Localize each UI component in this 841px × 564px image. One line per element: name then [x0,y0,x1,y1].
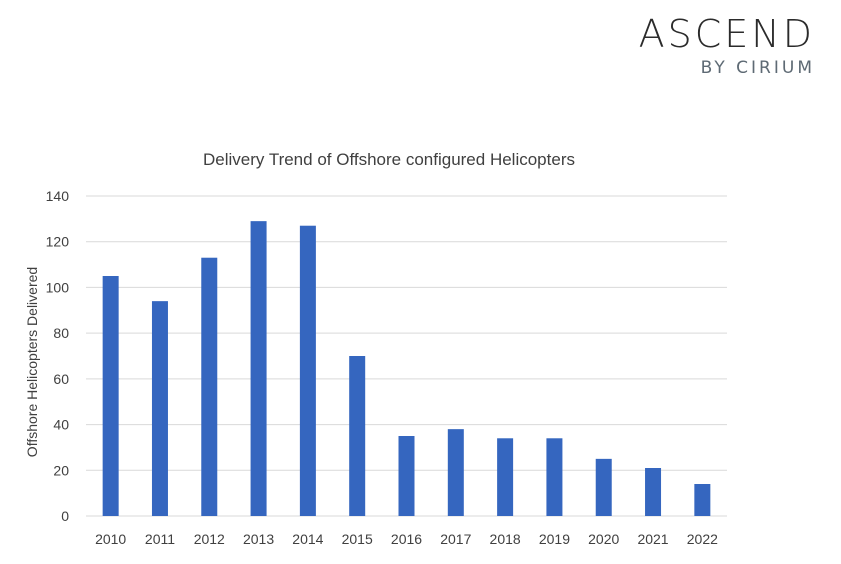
y-tick-label: 140 [46,188,70,204]
x-tick-label: 2017 [440,531,471,547]
bar-2020 [595,458,612,516]
logo-tagline: BY CIRIUM [700,58,815,78]
y-tick-label: 40 [53,417,69,433]
x-tick-label: 2016 [391,531,422,547]
x-tick-label: 2022 [687,531,718,547]
x-tick-labels: 2010 2011 2012 2013 2014 2015 2016 2017 2018 2019… [95,531,718,547]
x-tick-label: 2012 [194,531,225,547]
y-tick-labels: 0 20 40 60 80 100 120 140 [46,188,70,524]
logo-wordmark: ASCEND [638,12,815,56]
y-tick-label: 0 [61,508,69,524]
bar-2012 [201,257,218,516]
x-tick-label: 2010 [95,531,126,547]
bar-2015 [349,356,366,516]
x-tick-label: 2019 [539,531,570,547]
chart-title: Delivery Trend of Offshore configured He… [203,150,575,169]
bars [102,221,711,516]
x-tick-label: 2014 [292,531,323,547]
x-tick-label: 2011 [145,531,175,547]
bar-2014 [299,225,316,516]
bar-2011 [151,301,168,516]
x-tick-label: 2020 [588,531,619,547]
bar-2019 [546,438,563,516]
y-axis-label: Offshore Helicopters Delivered [24,267,40,457]
x-tick-label: 2021 [637,531,668,547]
y-tick-label: 20 [53,462,69,478]
bar-2016 [398,436,415,516]
y-tick-label: 60 [53,371,69,387]
bar-2017 [447,429,464,516]
x-tick-label: 2013 [243,531,274,547]
bar-2021 [645,468,662,516]
bar-2010 [102,276,119,516]
y-tick-label: 100 [46,279,70,295]
y-tick-label: 120 [46,234,70,250]
bar-2013 [250,221,267,516]
x-tick-label: 2015 [342,531,373,547]
x-tick-label: 2018 [490,531,521,547]
ascend-logo: ASCEND BY CIRIUM [639,12,815,78]
bar-2018 [497,438,514,516]
y-tick-label: 80 [53,325,69,341]
bar-2022 [694,484,711,516]
